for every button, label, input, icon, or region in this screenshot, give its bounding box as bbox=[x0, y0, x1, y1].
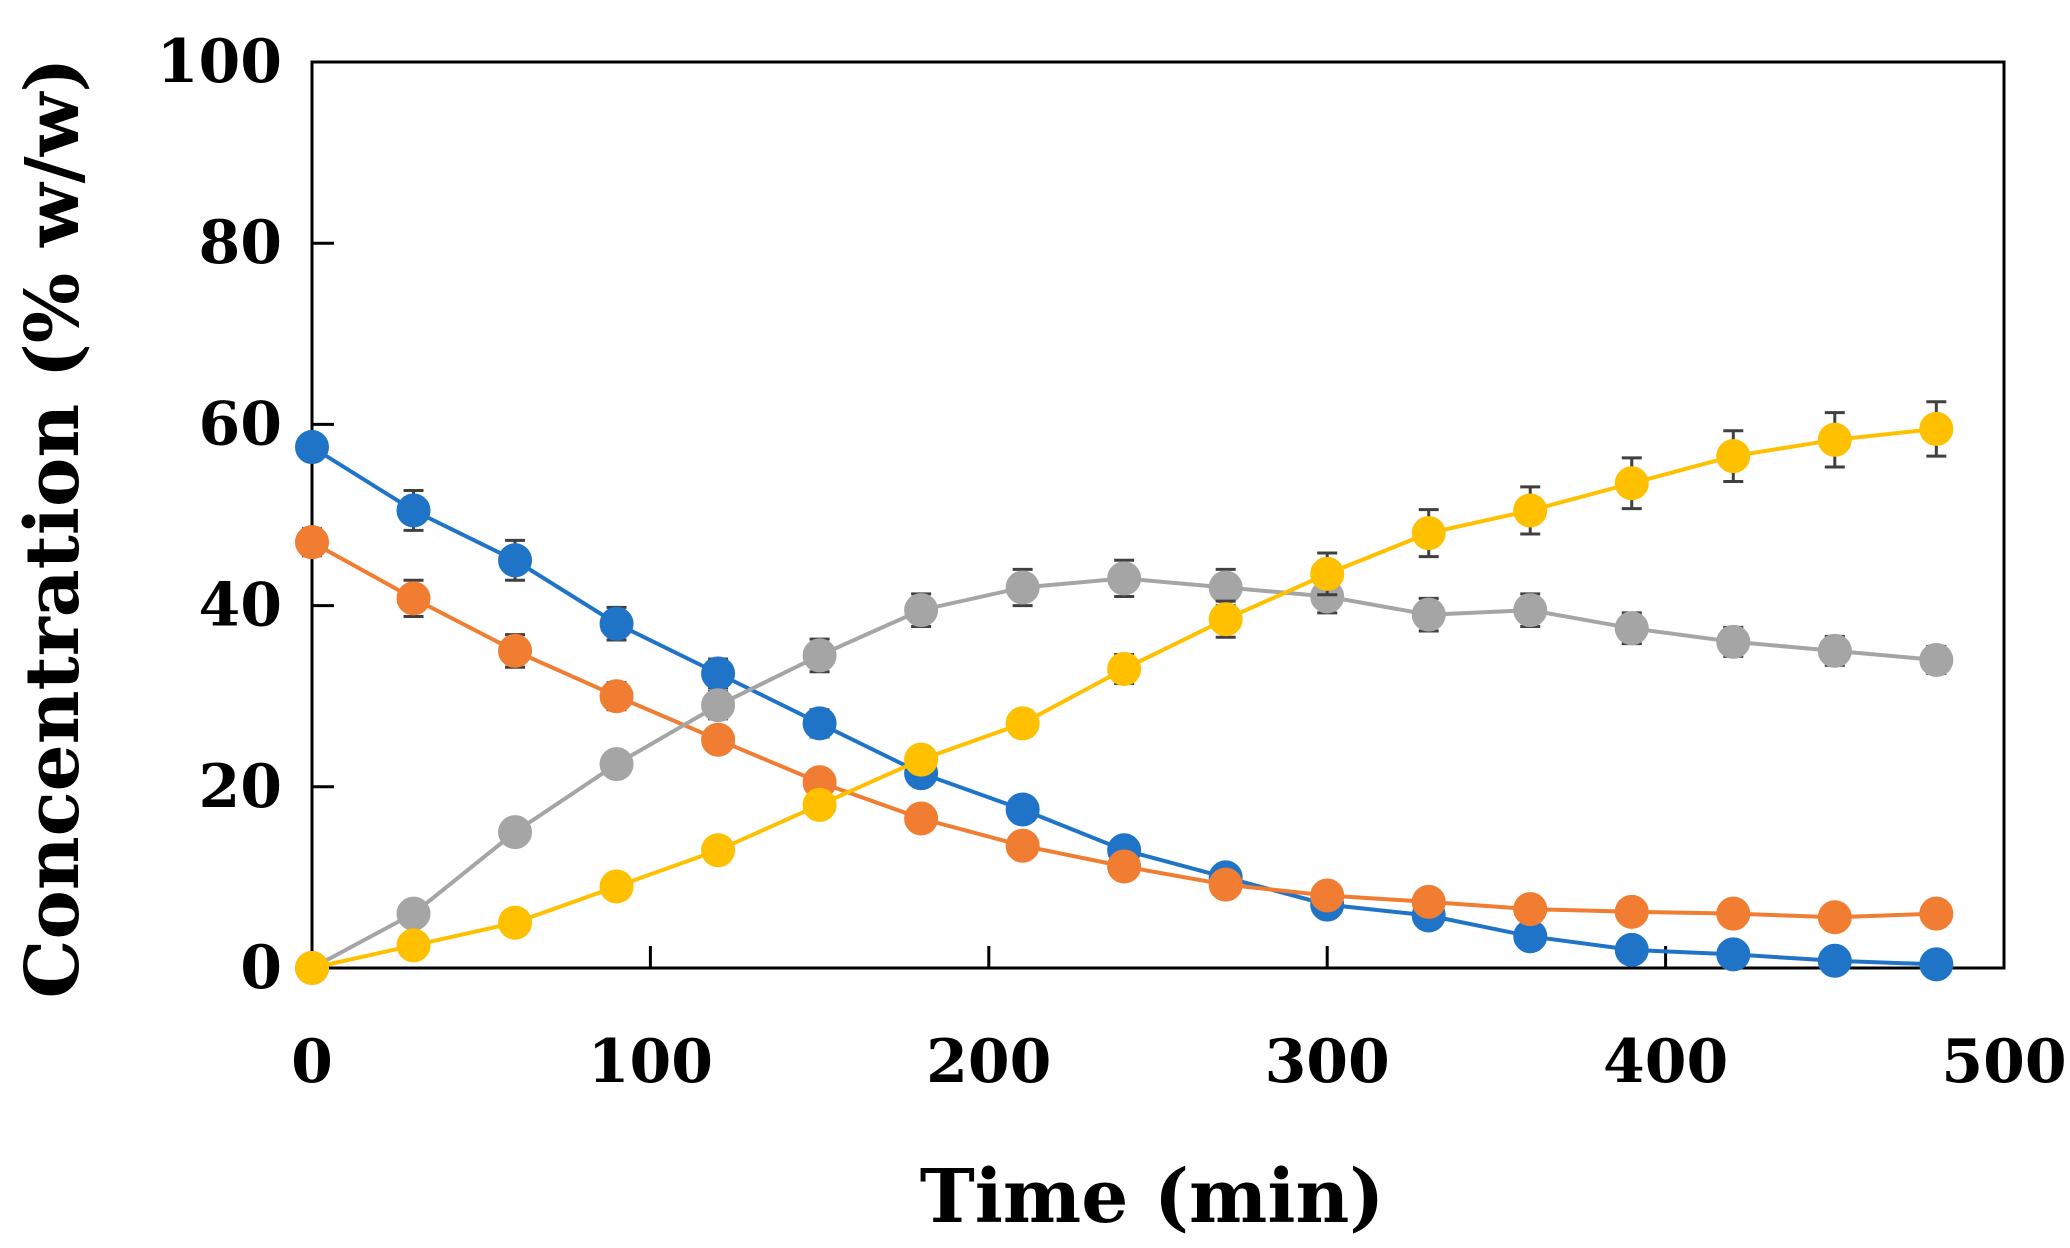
data-point bbox=[1817, 633, 1852, 668]
data-point bbox=[802, 706, 837, 741]
data-point bbox=[904, 742, 939, 777]
data-point bbox=[1208, 867, 1243, 902]
data-point bbox=[1716, 896, 1751, 931]
data-point bbox=[1107, 561, 1142, 596]
data-point bbox=[396, 581, 431, 616]
series-3 bbox=[295, 558, 1954, 985]
data-point bbox=[1513, 493, 1548, 528]
y-tick-label: 0 bbox=[240, 933, 282, 1003]
data-point bbox=[1817, 900, 1852, 935]
data-point bbox=[1310, 556, 1345, 591]
data-point bbox=[1411, 516, 1446, 551]
x-tick-label: 400 bbox=[1603, 1027, 1728, 1097]
data-point bbox=[904, 593, 939, 628]
series-2 bbox=[295, 525, 1954, 935]
x-tick-label: 500 bbox=[1941, 1027, 2066, 1097]
series-layer bbox=[295, 400, 1954, 985]
x-tick-label: 0 bbox=[291, 1027, 333, 1097]
data-point bbox=[701, 656, 736, 691]
data-point bbox=[295, 525, 329, 560]
data-point bbox=[1614, 932, 1649, 967]
data-point bbox=[1513, 593, 1548, 628]
x-tick-label: 100 bbox=[588, 1027, 713, 1097]
data-point bbox=[1411, 597, 1446, 632]
data-point bbox=[1716, 937, 1751, 972]
data-point bbox=[396, 896, 431, 931]
data-point bbox=[1614, 894, 1649, 929]
data-point bbox=[396, 928, 431, 963]
data-point bbox=[498, 905, 533, 940]
data-point bbox=[1208, 602, 1243, 637]
data-point bbox=[701, 688, 736, 723]
data-point bbox=[1310, 878, 1345, 913]
y-tick-label: 20 bbox=[199, 752, 283, 822]
data-point bbox=[1005, 792, 1040, 827]
y-tick-label: 80 bbox=[199, 208, 283, 278]
plot-frame bbox=[310, 60, 2006, 970]
data-point bbox=[1005, 828, 1040, 863]
data-point bbox=[1005, 570, 1040, 605]
series-4 bbox=[295, 400, 1954, 985]
data-point bbox=[802, 638, 837, 673]
data-point bbox=[1919, 896, 1954, 931]
series-4-line bbox=[311, 426, 1937, 970]
data-point bbox=[599, 869, 634, 904]
data-point bbox=[1919, 642, 1954, 677]
data-point bbox=[295, 951, 329, 985]
data-point bbox=[904, 801, 939, 836]
data-point bbox=[498, 543, 533, 578]
data-point bbox=[599, 679, 634, 714]
data-point bbox=[802, 787, 837, 822]
data-point bbox=[1107, 652, 1142, 687]
data-point bbox=[599, 747, 634, 782]
data-point bbox=[396, 493, 431, 528]
data-point bbox=[1817, 943, 1852, 978]
y-tick-label: 60 bbox=[199, 389, 283, 459]
data-point bbox=[1411, 884, 1446, 919]
data-point bbox=[599, 606, 634, 641]
data-point bbox=[1919, 947, 1954, 982]
data-point bbox=[701, 833, 736, 868]
data-point bbox=[1614, 466, 1649, 501]
data-point bbox=[701, 722, 736, 757]
data-point bbox=[498, 633, 533, 668]
y-tick-label: 40 bbox=[199, 571, 283, 641]
data-point bbox=[1716, 624, 1751, 659]
data-point bbox=[1107, 849, 1142, 884]
data-point bbox=[498, 815, 533, 850]
data-point bbox=[1817, 422, 1852, 457]
data-point bbox=[1208, 570, 1243, 605]
series-1-line bbox=[310, 445, 1937, 967]
data-point bbox=[1614, 611, 1649, 646]
data-point bbox=[1005, 706, 1040, 741]
series-1 bbox=[295, 430, 1954, 982]
y-axis: 0 20 40 60 80 100 bbox=[157, 27, 334, 1003]
data-point bbox=[1919, 411, 1954, 446]
x-axis-title: Time (min) bbox=[920, 1154, 1385, 1240]
y-axis-title: Concentration (% w/w) bbox=[10, 58, 96, 999]
data-point bbox=[1716, 439, 1751, 474]
plot-border bbox=[310, 60, 2006, 970]
x-tick-label: 200 bbox=[926, 1027, 1051, 1097]
x-tick-label: 300 bbox=[1265, 1027, 1390, 1097]
data-point bbox=[1513, 892, 1548, 927]
y-tick-label: 100 bbox=[157, 27, 282, 97]
data-point bbox=[295, 430, 329, 465]
